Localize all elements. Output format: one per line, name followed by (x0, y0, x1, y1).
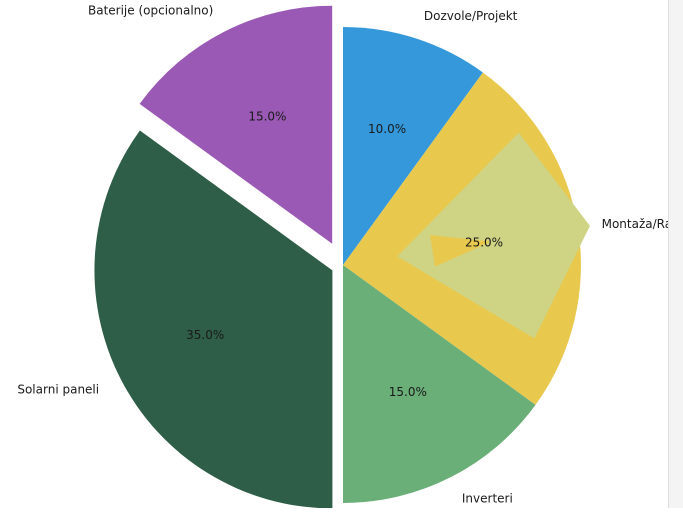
slice-percent-label: 15.0% (248, 110, 286, 124)
slice-category-label: Dozvole/Projekt (424, 9, 518, 23)
pie-slice (94, 130, 333, 509)
slice-highlight (397, 132, 590, 339)
slice-category-label: Baterije (opcionalno) (88, 4, 213, 18)
window-edge (668, 0, 683, 508)
slice-category-label: Inverteri (462, 491, 513, 505)
pie-slice (343, 27, 483, 265)
slice-percent-label: 15.0% (389, 385, 427, 399)
slice-percent-label: 25.0% (465, 236, 503, 250)
slice-percent-label: 10.0% (368, 122, 406, 136)
slice-highlight-marker (429, 235, 492, 267)
slice-category-label: Montaža/Rad (602, 217, 680, 231)
pie-slice (139, 5, 333, 244)
slice-category-label: Solarni paneli (17, 382, 99, 396)
slice-percent-label: 35.0% (186, 328, 224, 342)
pie-slice (343, 265, 536, 503)
